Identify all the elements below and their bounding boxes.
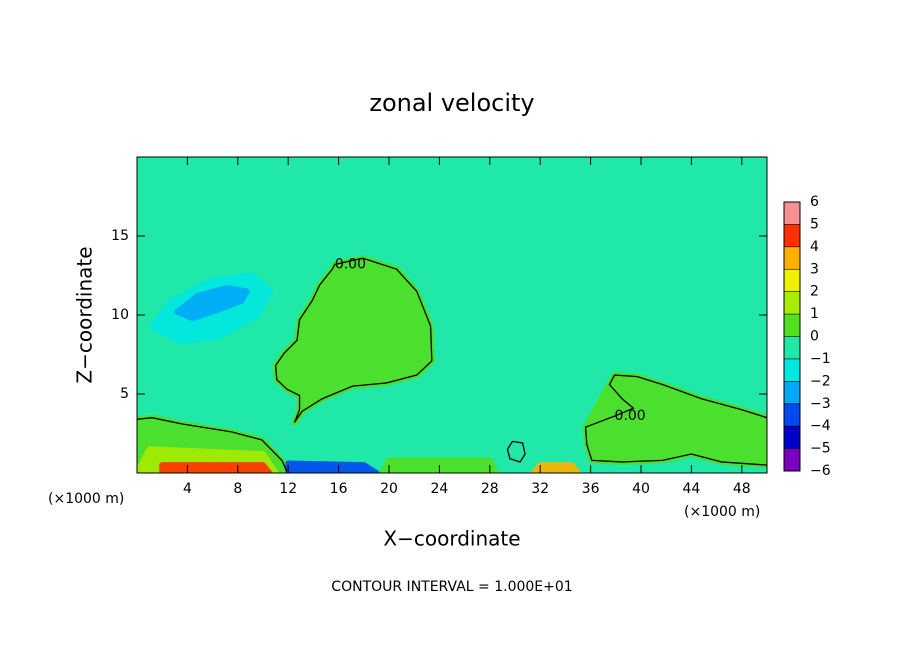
colorbar-band — [784, 269, 800, 292]
x-tick-label: 24 — [430, 481, 448, 497]
contour-line — [584, 374, 767, 466]
colorbar-tick-label: 0 — [810, 329, 819, 345]
x-tick-label: 28 — [481, 481, 499, 497]
contour-note: CONTOUR INTERVAL = 1.000E+01 — [331, 579, 572, 595]
contour-line — [137, 417, 288, 472]
chart-title: zonal velocity — [369, 89, 534, 117]
x-tick-label: 12 — [279, 481, 297, 497]
colorbar-band — [784, 224, 800, 247]
field-region — [159, 462, 273, 473]
colorbar-band — [784, 381, 800, 404]
x-tick-label: 44 — [682, 481, 700, 497]
y-tick-label: 10 — [111, 307, 129, 323]
colorbar-tick-label: −6 — [810, 463, 831, 479]
colorbar-band — [784, 448, 800, 471]
x-tick-label: 40 — [632, 481, 650, 497]
y-tick-label: 15 — [111, 228, 129, 244]
x-tick-label: 32 — [531, 481, 549, 497]
colorbar-tick-label: −1 — [810, 351, 831, 367]
contour-line — [274, 257, 433, 423]
colorbar-tick-label: 2 — [810, 284, 819, 300]
colorbar-tick-label: −4 — [810, 418, 831, 434]
x-unit-label: (×1000 m) — [684, 504, 760, 520]
colorbar-tick-label: −3 — [810, 396, 831, 412]
colorbar-band — [784, 426, 800, 449]
colorbar-band — [784, 314, 800, 337]
colorbar-tick-label: 5 — [810, 216, 819, 232]
contour-line — [506, 440, 526, 463]
x-tick-label: 4 — [183, 481, 192, 497]
x-unit-label: (×1000 m) — [48, 491, 124, 507]
plot-area: 0.00 0.00 — [137, 157, 767, 473]
colorbar-band — [784, 336, 800, 359]
colorbar-tick-label: 1 — [810, 306, 819, 322]
colorbar-band — [784, 403, 800, 427]
x-tick-label: 8 — [233, 481, 242, 497]
colorbar-tick-label: 6 — [810, 194, 819, 210]
x-tick-label: 48 — [733, 481, 751, 497]
contour-label: 0.00 — [615, 408, 646, 424]
y-tick-label: 5 — [120, 386, 129, 402]
colorbar-tick-label: 4 — [810, 239, 819, 255]
x-axis-label: X−coordinate — [383, 527, 520, 551]
x-tick-label: 20 — [380, 481, 398, 497]
colorbar-band — [784, 358, 800, 382]
contour-label: 0.00 — [335, 256, 366, 272]
colorbar-band — [784, 246, 800, 270]
colorbar-tick-label: −5 — [810, 441, 831, 457]
colorbar-tick-label: −2 — [810, 373, 831, 389]
colorbar-tick-label: 3 — [810, 261, 819, 277]
colorbar-band — [784, 202, 800, 225]
field-region — [174, 285, 250, 322]
y-axis-label: Z−coordinate — [73, 246, 97, 383]
x-tick-label: 36 — [582, 481, 600, 497]
x-tick-label: 16 — [330, 481, 348, 497]
field-region — [530, 462, 581, 473]
field-region — [285, 460, 380, 473]
colorbar-band — [784, 291, 800, 315]
